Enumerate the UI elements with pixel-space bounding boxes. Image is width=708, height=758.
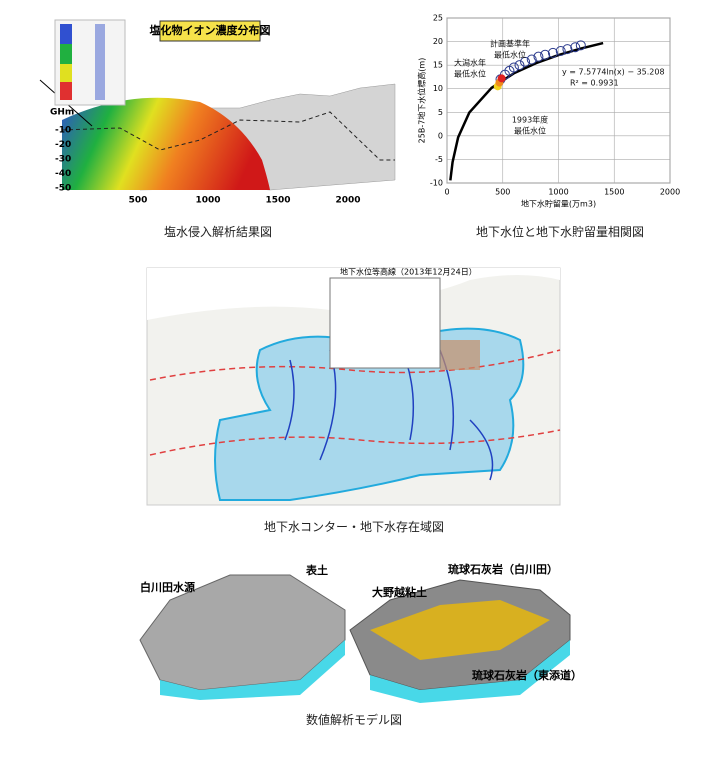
y-tick-label: 25	[433, 14, 443, 23]
x-tick-label: 1000	[548, 188, 568, 197]
contour	[469, 419, 494, 481]
clay-area	[440, 340, 480, 370]
map-title: 地下水位等高線（2013年12月24日）	[340, 267, 477, 277]
concentration-area	[62, 97, 270, 190]
x-tick-label: 500	[129, 196, 148, 206]
y-tick-label: 5	[438, 108, 443, 117]
x-tick-label: 0	[444, 188, 449, 197]
annotation: R² = 0.9931	[570, 79, 619, 88]
contour	[284, 359, 295, 441]
annotation: 1993年度	[512, 115, 548, 125]
x-tick-label: 1500	[604, 188, 624, 197]
y-tick-label: 20	[433, 37, 443, 46]
annotation: 大潟水年	[454, 58, 486, 68]
map-figure: 地下水位等高線（2013年12月24日）	[146, 267, 561, 506]
point	[547, 47, 558, 58]
model-label: 琉球石灰岩（東添道）	[472, 668, 582, 682]
caption: 地下水位と地下水貯留量相関図	[475, 225, 644, 239]
point	[508, 62, 519, 73]
annotation: y = 7.5774ln(x) − 35.208	[562, 68, 665, 77]
y-tick-label: -10	[55, 126, 71, 136]
x-tick-label: 1500	[265, 196, 290, 206]
caption: 数値解析モデル図	[305, 713, 402, 727]
point	[562, 44, 573, 55]
y-tick-label: -5	[435, 155, 443, 164]
point	[533, 51, 544, 62]
model-left-base	[160, 640, 345, 700]
y-tick-label: -40	[55, 169, 71, 179]
watershed-line	[149, 349, 561, 381]
x-tick-label: 1000	[195, 196, 220, 206]
annotation: 最低水位	[454, 69, 486, 79]
boundary-line	[61, 111, 395, 161]
y-tick-label: -20	[55, 140, 71, 150]
model-label: 白川田水源	[140, 580, 195, 594]
point	[526, 54, 537, 65]
legend-swatch	[60, 64, 72, 82]
y-tick-label: 15	[433, 61, 443, 70]
x-tick-label: 2000	[335, 196, 360, 206]
y-tick-label: -30	[55, 155, 71, 165]
x-tick-label: 500	[495, 188, 510, 197]
point	[575, 40, 586, 51]
annotation: 最低水位	[514, 126, 546, 136]
point	[555, 46, 566, 56]
caption: 塩水侵入解析結果図	[163, 225, 272, 239]
annotation: 計画基準年	[490, 39, 530, 49]
legend-swatch	[60, 82, 72, 100]
y-tick-label: 10	[433, 84, 443, 93]
chart: -10 -5 0 5 10 15 20 25 0 500 1000 1500 2000 地下水貯留量(万m…	[417, 14, 681, 209]
caption: 地下水コンター・地下水存在域図	[263, 520, 444, 534]
model-label: 表土	[305, 563, 328, 577]
legend-swatch	[95, 24, 105, 100]
point	[514, 60, 525, 71]
model-label: 大野越粘土	[372, 585, 427, 599]
legend-swatch	[60, 44, 72, 64]
title-box	[159, 20, 261, 42]
y-tick-label: -50	[55, 184, 71, 194]
legend-swatch	[60, 24, 72, 44]
annotation: 最低水位	[494, 50, 526, 60]
y-axis-label: 25B-7地下水位標高(m)	[417, 58, 427, 144]
watershed-line	[149, 429, 561, 456]
legend	[54, 19, 126, 106]
x-axis-label: 地下水貯留量(万m3)	[521, 199, 596, 209]
axis-label: GHm	[50, 108, 74, 118]
model-label: 琉球石灰岩（白川田）	[448, 562, 558, 576]
point	[497, 74, 506, 83]
x-tick-label: 2000	[660, 188, 680, 197]
limestone	[370, 600, 550, 660]
point	[520, 56, 531, 67]
model-right-base	[370, 640, 570, 703]
model-figure	[139, 574, 571, 703]
map-legend	[329, 277, 441, 369]
figure-title: 塩化物イオン濃度分布図	[150, 23, 271, 37]
y-tick-label: -10	[430, 179, 443, 188]
salt-figure: 塩化物イオン濃度分布図 GHm	[39, 12, 396, 207]
point	[540, 49, 551, 60]
y-tick-label: 0	[438, 131, 443, 140]
point	[570, 42, 581, 53]
